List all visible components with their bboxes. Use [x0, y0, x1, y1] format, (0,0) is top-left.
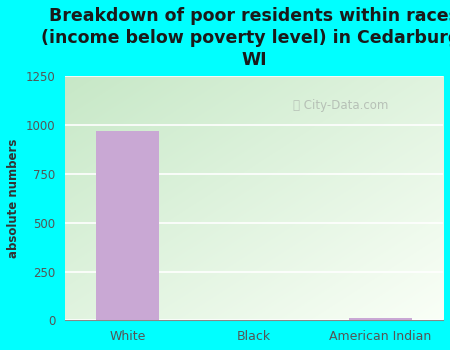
Bar [349, 318, 412, 320]
Text: ⓘ City-Data.com: ⓘ City-Data.com [293, 99, 389, 112]
Y-axis label: absolute numbers: absolute numbers [7, 139, 20, 258]
Title: Breakdown of poor residents within races
(income below poverty level) in Cedarbu: Breakdown of poor residents within races… [41, 7, 450, 69]
Bar [96, 131, 159, 320]
